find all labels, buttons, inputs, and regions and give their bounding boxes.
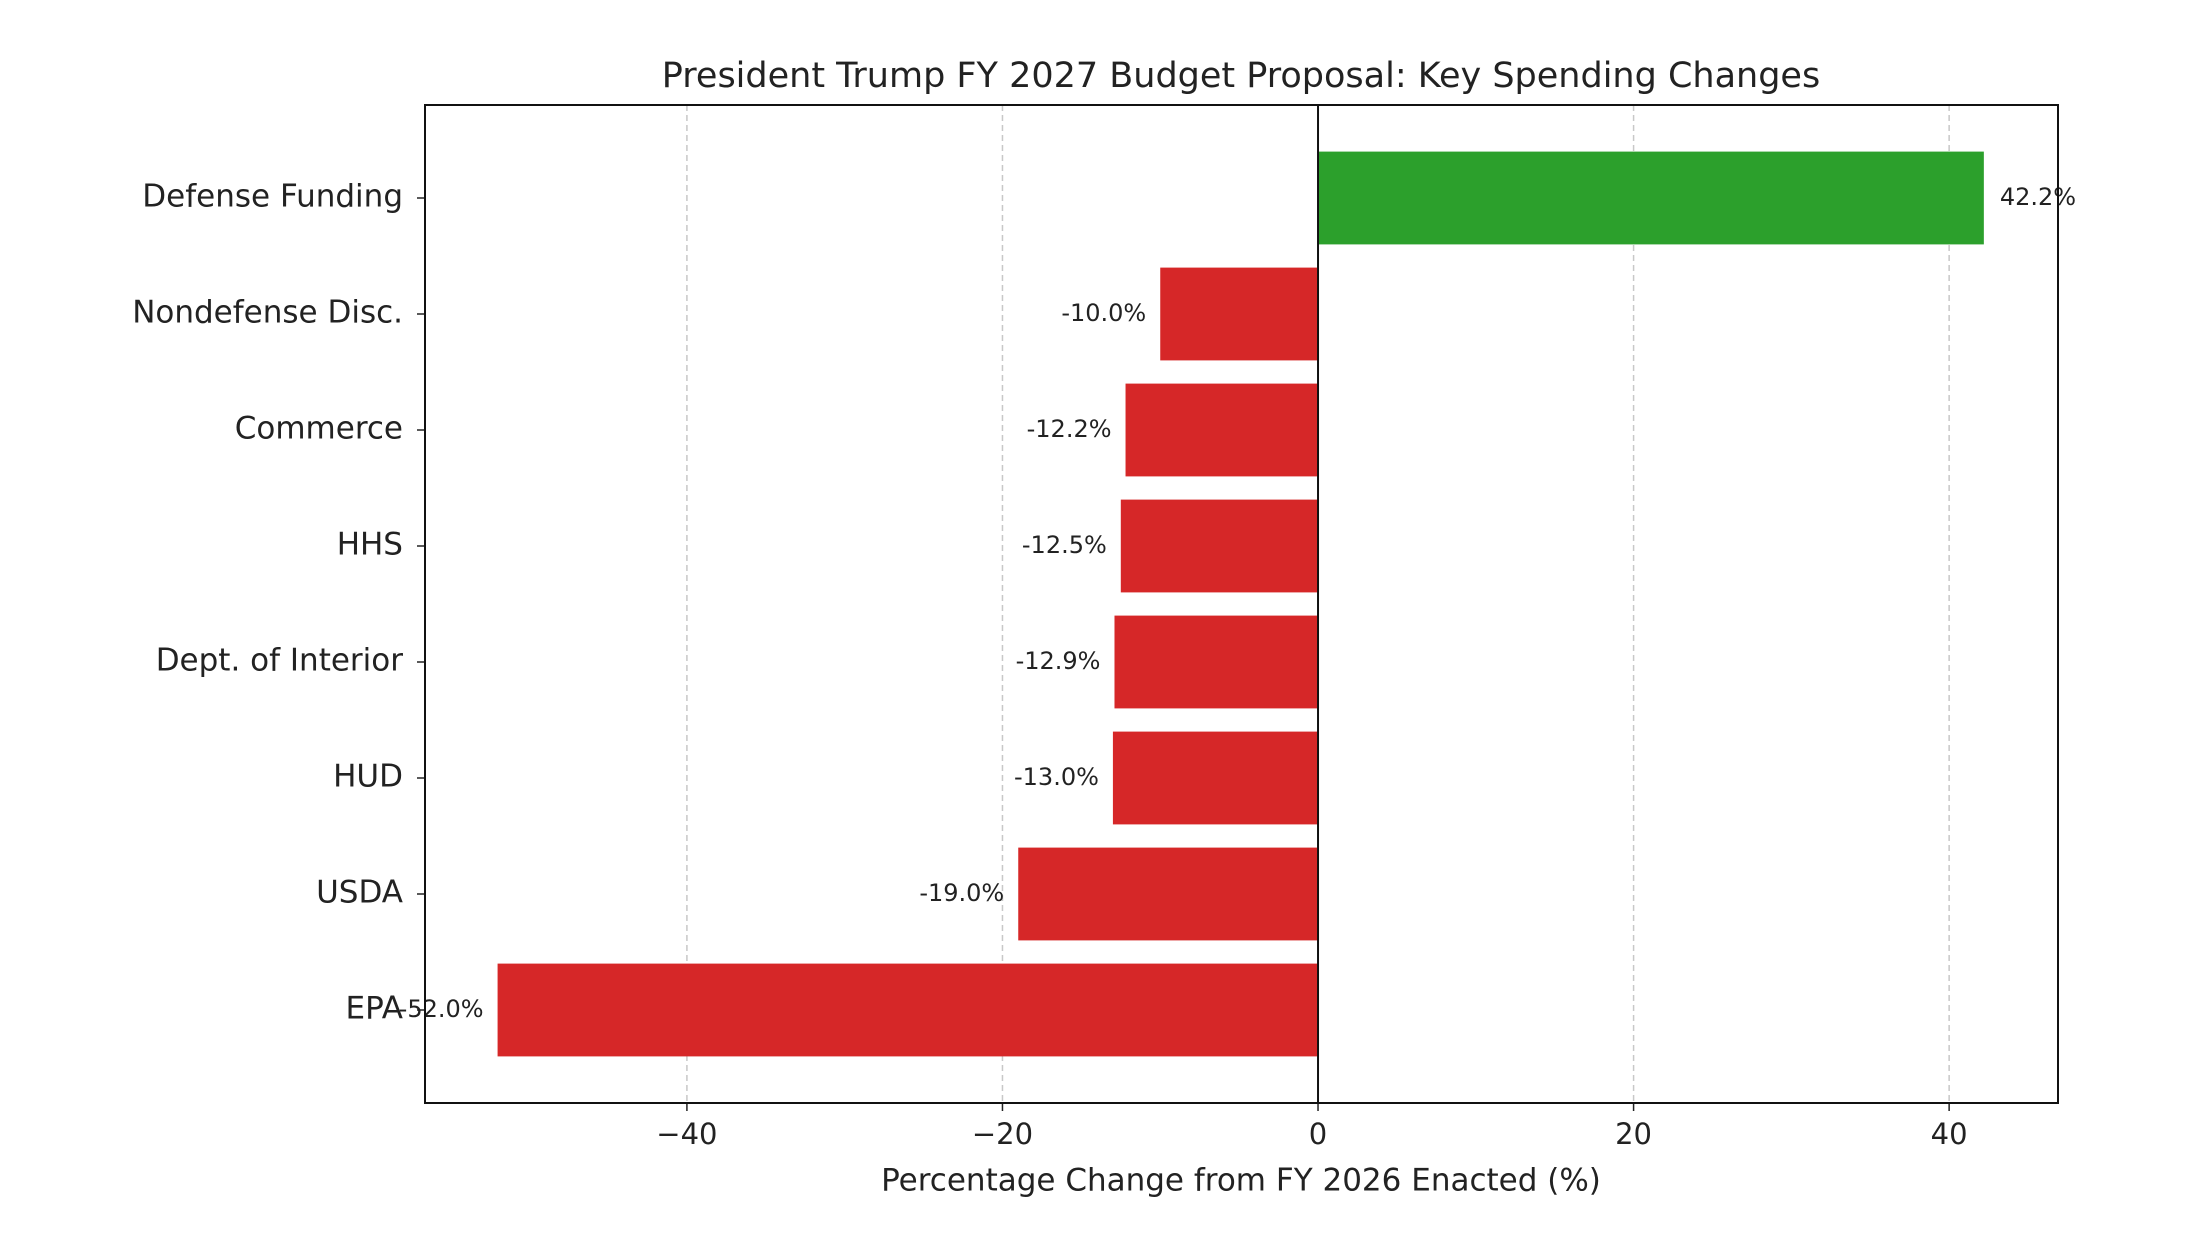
x-tick-label: 0 (1309, 1117, 1327, 1151)
x-axis-label: Percentage Change from FY 2026 Enacted (… (881, 1163, 1601, 1199)
x-tick-label: 20 (1615, 1117, 1652, 1151)
value-label: -12.5% (1022, 531, 1107, 559)
bar (1018, 847, 1319, 941)
bar (497, 963, 1319, 1057)
plot-frame (424, 104, 2059, 1104)
y-tick-label: Dept. of Interior (156, 643, 404, 679)
value-label: -12.2% (1027, 415, 1112, 443)
bar (1112, 731, 1319, 825)
x-tick-label: 40 (1931, 1117, 1968, 1151)
y-tick-label: HHS (337, 527, 403, 563)
bar (1160, 267, 1319, 361)
value-label: -19.0% (919, 879, 1004, 907)
value-label: -12.9% (1016, 647, 1101, 675)
value-label: -52.0% (399, 995, 484, 1023)
y-tick-label: Nondefense Disc. (132, 295, 403, 331)
value-label: -13.0% (1014, 763, 1099, 791)
y-tick-label: HUD (333, 759, 403, 795)
value-label: -10.0% (1061, 299, 1146, 327)
bar (1120, 499, 1319, 593)
y-tick-label: Commerce (235, 411, 403, 447)
y-tick-label: EPA (345, 991, 403, 1027)
bar (1318, 151, 1984, 245)
bar (1125, 383, 1319, 477)
x-tick-label: −40 (656, 1117, 717, 1151)
value-label: 42.2% (2000, 183, 2076, 211)
chart-title: President Trump FY 2027 Budget Proposal:… (662, 56, 1820, 96)
y-tick-label: Defense Funding (142, 179, 403, 215)
y-tick-label: USDA (316, 875, 403, 911)
x-tick-label: −20 (972, 1117, 1033, 1151)
bar (1114, 615, 1319, 709)
